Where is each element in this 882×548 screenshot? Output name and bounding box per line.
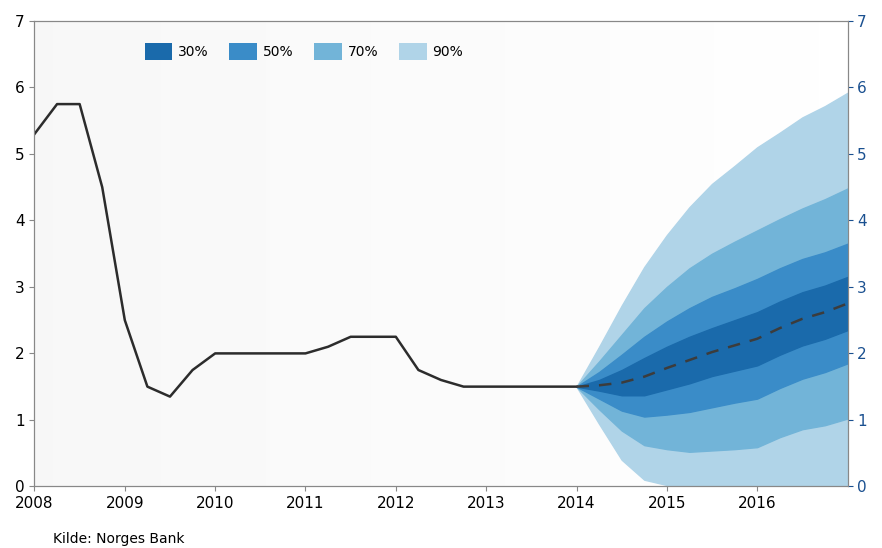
Legend: 30%, 50%, 70%, 90%: 30%, 50%, 70%, 90%	[139, 37, 468, 65]
Text: Kilde: Norges Bank: Kilde: Norges Bank	[53, 532, 184, 545]
